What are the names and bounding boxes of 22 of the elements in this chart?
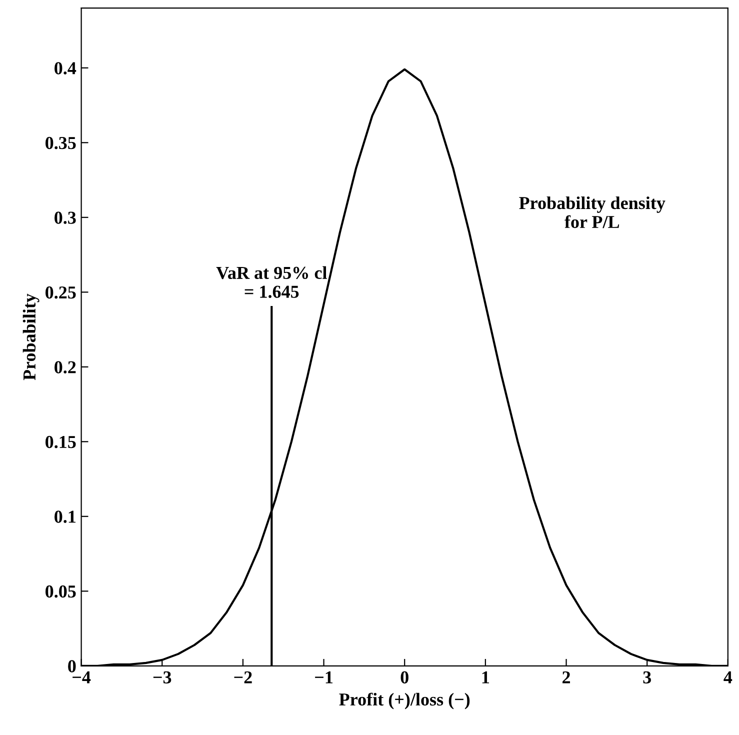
x-tick-label: −2 — [234, 671, 252, 684]
x-tick-label: −3 — [153, 671, 172, 684]
x-axis-title: Profit (+)/loss (−) — [339, 692, 470, 710]
y-tick-label: 0.05 — [46, 585, 76, 598]
x-tick-label: 1 — [482, 671, 490, 684]
y-tick-label: 0.2 — [54, 361, 76, 374]
x-tick-label: −4 — [72, 671, 91, 684]
y-tick-label: 0.35 — [46, 136, 76, 150]
x-tick-label: 2 — [562, 671, 570, 684]
annotation: Probability density for P/L — [519, 196, 666, 228]
y-tick-label: 0.4 — [54, 62, 76, 74]
x-tick-label: 0 — [400, 671, 408, 684]
y-tick-label: 0.15 — [46, 436, 76, 448]
y-tick-label: 0.1 — [54, 510, 76, 523]
y-tick-label: 0.3 — [54, 212, 76, 224]
x-tick-label: 4 — [724, 671, 732, 684]
annotation: VaR at 95% cl = 1.645 — [216, 266, 327, 298]
y-tick-label: 0.25 — [46, 286, 76, 299]
y-axis-title: Probability — [22, 294, 40, 380]
x-tick-label: −1 — [315, 671, 332, 684]
y-tick-label: 0 — [68, 660, 76, 672]
x-tick-label: 3 — [643, 671, 651, 684]
